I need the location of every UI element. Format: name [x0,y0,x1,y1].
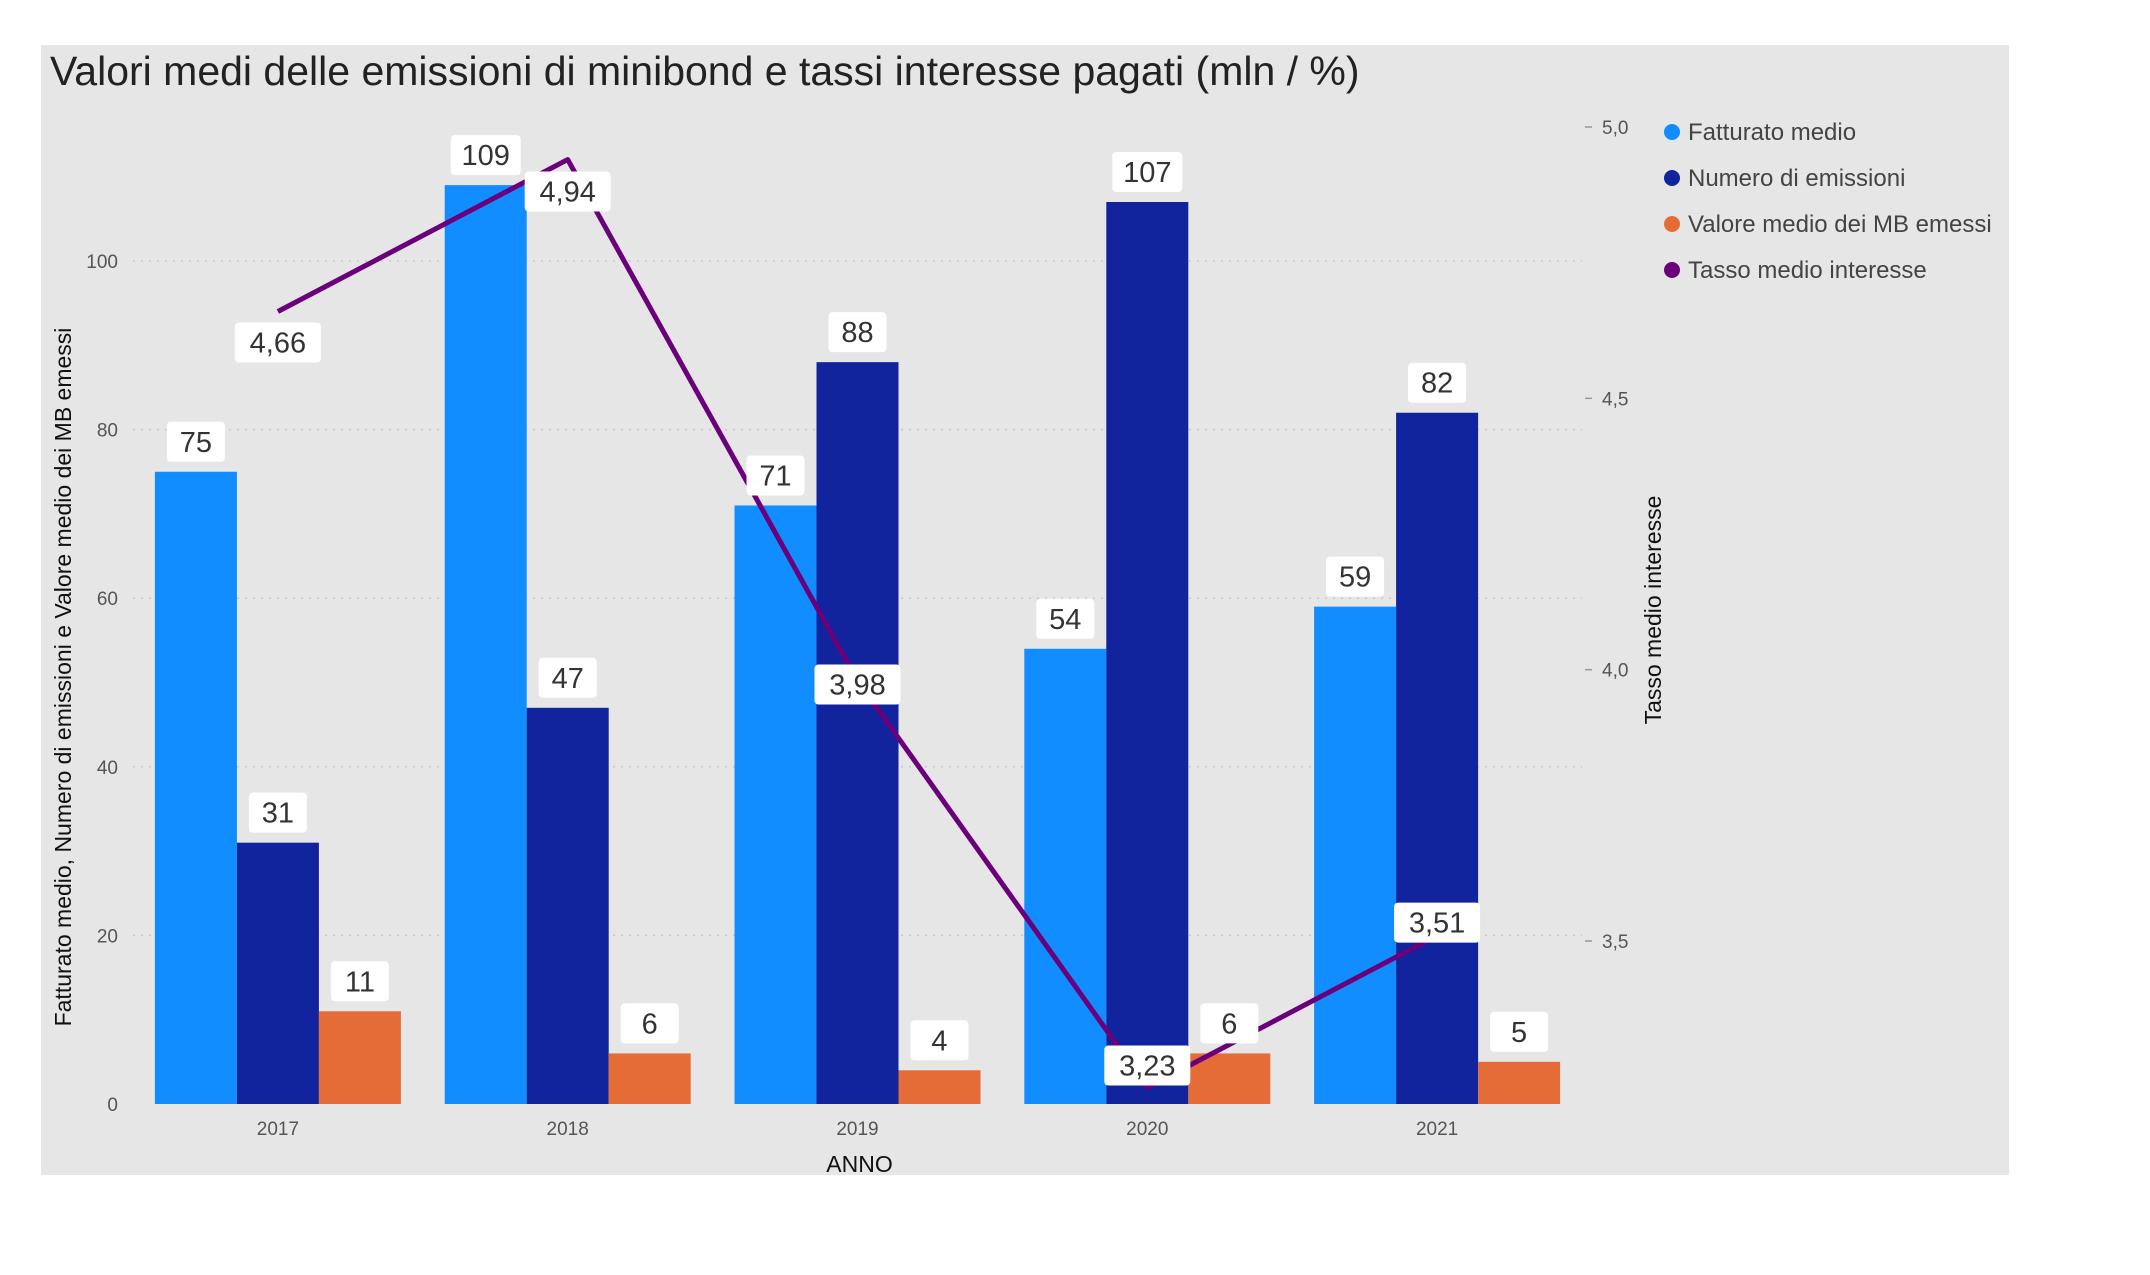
bar-fatturato-medio-2018 [444,185,527,1104]
legend-item-label: Numero di emissioni [1688,165,1905,192]
bar-fatturato-medio-2020 [1024,648,1107,1104]
bar-data-label: 11 [345,966,375,998]
y-axis-title: Fatturato medio, Numero di emissioni e V… [50,328,76,1027]
bar-numero-di-emissioni-2017 [236,842,319,1104]
y-tick-label: 60 [97,589,118,610]
y-tick-label: 80 [97,421,118,442]
bar-fatturato-medio-2017 [154,471,237,1104]
y-right-tick-label: 4,5 [1602,389,1628,410]
chart-title: Valori medi delle emissioni di minibond … [50,48,1360,94]
bar-data-label: 109 [462,140,510,172]
line-data-label-bg [234,322,321,363]
bar-data-label-bg [620,1003,679,1044]
bar-data-label: 6 [1221,1008,1237,1040]
x-tick-label: 2020 [1126,1119,1168,1140]
bar-valore-medio-dei-mb-emessi-2018 [608,1053,691,1104]
line-data-label: 3,51 [1409,908,1465,940]
bar-data-label-bg [828,312,887,353]
line-data-label: 3,98 [829,670,885,702]
y-tick-label: 40 [97,758,118,779]
bar-numero-di-emissioni-2021 [1396,412,1479,1104]
line-data-label-bg [814,664,901,705]
legend-item-label: Tasso medio interesse [1688,257,1927,284]
bar-data-label-bg [746,455,805,496]
bar-data-label-bg [538,657,597,698]
bar-data-label: 75 [180,427,212,459]
bar-numero-di-emissioni-2018 [526,707,609,1104]
bar-valore-medio-dei-mb-emessi-2020 [1188,1053,1271,1104]
bar-numero-di-emissioni-2019 [816,362,899,1104]
line-data-label-bg [1394,902,1481,943]
bar-data-label: 47 [552,663,584,695]
line-data-label: 4,66 [250,328,306,360]
bar-data-label: 88 [841,317,873,349]
bar-data-label-bg [1112,151,1183,192]
x-tick-label: 2018 [547,1119,589,1140]
bar-data-label-bg [910,1020,969,1061]
y-tick-label: 20 [97,926,118,947]
bar-numero-di-emissioni-2020 [1106,201,1189,1105]
line-data-label-bg [1104,1045,1191,1086]
y-tick-label: 100 [86,252,118,273]
legend-marker [1664,124,1680,140]
bar-data-label-bg [1326,556,1385,597]
bar-data-label: 5 [1511,1017,1527,1049]
bar-data-label: 107 [1123,157,1171,189]
bar-data-label: 71 [759,460,791,492]
x-tick-label: 2019 [836,1119,878,1140]
legend-marker [1664,170,1680,186]
bar-data-label-bg [1408,362,1467,403]
bar-valore-medio-dei-mb-emessi-2021 [1478,1061,1561,1104]
y-right-tick-label: 3,5 [1602,932,1628,953]
bar-data-label-bg [248,792,307,833]
x-axis-title: ANNO [826,1151,892,1177]
line-data-label-bg [524,171,611,212]
line-data-label: 4,94 [539,177,595,209]
bar-data-label-bg [330,961,389,1002]
y-tick-label: 0 [107,1095,118,1116]
bar-fatturato-medio-2021 [1314,606,1397,1104]
bar-data-label: 54 [1049,604,1081,636]
bar-data-label-bg [1200,1003,1259,1044]
y-right-tick-label: 4,0 [1602,661,1628,682]
bar-fatturato-medio-2019 [734,505,817,1105]
legend-marker [1664,262,1680,278]
legend-item-label: Fatturato medio [1688,119,1856,146]
bar-valore-medio-dei-mb-emessi-2017 [318,1011,401,1104]
x-tick-label: 2021 [1416,1119,1458,1140]
bar-data-label-bg [166,421,225,462]
y-right-tick-label: 5,0 [1602,118,1628,139]
legend-marker [1664,216,1680,232]
bar-data-label-bg [1490,1011,1549,1052]
bar-data-label-bg [450,135,521,176]
bar-valore-medio-dei-mb-emessi-2019 [898,1070,981,1104]
y-right-axis-title: Tasso medio interesse [1640,496,1666,725]
bar-data-label-bg [1036,598,1095,639]
line-data-label: 3,23 [1119,1051,1175,1083]
legend-item-label: Valore medio dei MB emessi [1688,211,1992,238]
bar-data-label: 31 [262,798,294,830]
x-tick-label: 2017 [257,1119,299,1140]
bar-data-label: 59 [1339,562,1371,594]
bar-data-label: 4 [931,1025,947,1057]
bar-data-label: 82 [1421,368,1453,400]
bar-data-label: 6 [642,1008,658,1040]
